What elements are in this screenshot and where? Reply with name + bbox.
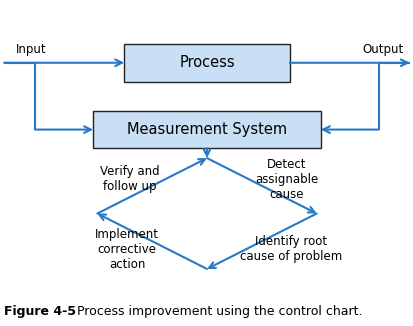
Text: Process improvement using the control chart.: Process improvement using the control ch… (76, 305, 361, 318)
FancyBboxPatch shape (93, 111, 320, 148)
Text: Detect
assignable
cause: Detect assignable cause (254, 158, 318, 201)
Text: Measurement System: Measurement System (127, 122, 286, 137)
Text: Process: Process (179, 55, 234, 70)
Text: Identify root
cause of problem: Identify root cause of problem (239, 235, 341, 263)
Text: Input: Input (16, 43, 46, 55)
Text: Output: Output (361, 43, 403, 55)
FancyBboxPatch shape (124, 44, 289, 82)
Text: Implement
corrective
action: Implement corrective action (95, 228, 159, 271)
Text: Verify and
follow up: Verify and follow up (99, 165, 159, 193)
Text: Figure 4-5: Figure 4-5 (4, 305, 76, 318)
